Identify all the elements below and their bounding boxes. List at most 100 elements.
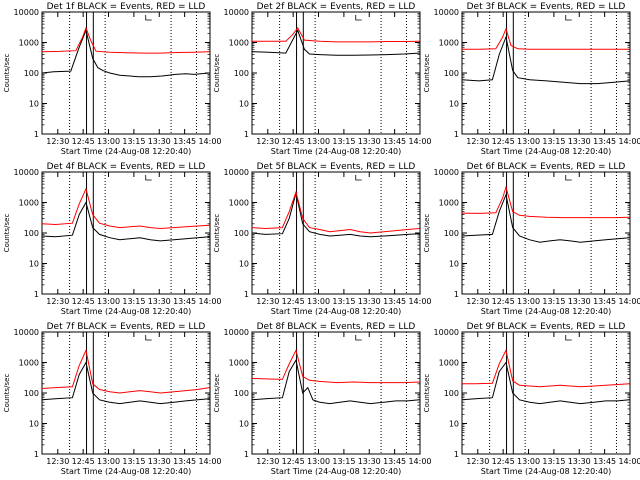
y-tick-label: 1 [34,450,39,459]
y-tick-label: 10 [449,420,459,429]
x-tick-label: 13:00 [97,137,120,146]
y-tick-label: 1000 [229,199,249,208]
detector-panel-8: 1 10 100 1000 10000 12:30 12:45 13:00 13:15 13:30… [213,322,432,476]
x-tick-label: 12:30 [46,297,69,306]
y-tick-label: 10 [29,420,39,429]
y-tick-label: 10000 [224,328,249,337]
y-axis-label: Counts/sec [213,374,221,413]
lld-series-line [462,27,630,50]
x-tick-label: 13:15 [122,297,145,306]
lld-series-line [461,185,630,219]
x-tick-label: 14:00 [408,457,431,466]
x-tick-label: 13:00 [307,137,330,146]
y-tick-label: 10000 [434,328,459,337]
events-series-line [251,193,420,238]
lld-series-line [41,26,210,54]
x-axis-label: Start Time (24-Aug-08 12:20:40) [481,467,612,476]
x-tick-label: 13:45 [173,297,196,306]
y-tick-label: 1000 [19,359,39,368]
y-tick-label: 10000 [224,168,249,177]
lld-series-line [41,187,210,230]
x-tick-label: 13:15 [332,457,355,466]
y-tick-label: 1 [244,450,249,459]
panel-title: Det 6f BLACK = Events, RED = LLD [467,162,626,172]
detector-panel-7: 1 10 100 1000 10000 12:30 12:45 13:00 13:15 13:30… [3,322,222,476]
y-axis-label: Counts/sec [213,54,221,93]
x-tick-label: 12:45 [282,457,305,466]
x-tick-label: 12:30 [46,457,69,466]
panel-title: Det 4f BLACK = Events, RED = LLD [47,162,206,172]
x-axis-label: Start Time (24-Aug-08 12:20:40) [481,147,612,156]
x-axis-label: Start Time (24-Aug-08 12:20:40) [271,307,402,316]
x-tick-label: 13:30 [358,457,381,466]
x-tick-label: 13:15 [542,297,565,306]
y-axis-label: Counts/sec [3,54,11,93]
y-tick-label: 1000 [19,199,39,208]
y-axis-label: Counts/sec [213,214,221,253]
x-tick-label: 12:45 [72,297,95,306]
detector-panel-5: 1 10 100 1000 10000 12:30 12:45 13:00 13:15 13:30… [213,162,432,316]
panel-title: Det 9f BLACK = Events, RED = LLD [467,322,626,332]
plot-frame [461,11,631,135]
x-tick-label: 13:30 [148,297,171,306]
y-tick-label: 10 [239,260,249,269]
y-tick-label: 10000 [434,8,459,17]
y-tick-label: 100 [24,229,39,238]
x-axis-label: Start Time (24-Aug-08 12:20:40) [271,467,402,476]
x-tick-label: 13:15 [332,137,355,146]
y-axis-label: Counts/sec [423,54,431,93]
corner-marker-icon [355,15,362,21]
events-series-line [461,35,630,85]
lld-series-line [252,26,420,43]
events-series-line [251,29,420,56]
corner-marker-icon [565,335,572,341]
events-series-line [41,201,210,242]
events-series-line [461,192,630,243]
y-tick-label: 1 [34,130,39,139]
y-tick-label: 100 [234,69,249,78]
x-tick-label: 12:30 [46,137,69,146]
y-tick-label: 1000 [19,39,39,48]
x-tick-label: 14:00 [618,457,640,466]
x-tick-label: 13:15 [542,457,565,466]
panel-title: Det 1f BLACK = Events, RED = LLD [47,2,206,12]
y-tick-label: 10000 [434,168,459,177]
x-axis-label: Start Time (24-Aug-08 12:20:40) [481,307,612,316]
x-tick-label: 14:00 [198,457,221,466]
y-axis-label: Counts/sec [423,214,431,253]
x-tick-label: 13:00 [517,297,540,306]
y-tick-label: 100 [24,69,39,78]
y-axis-label: Counts/sec [3,214,11,253]
x-tick-label: 12:45 [72,137,95,146]
x-tick-label: 12:45 [492,137,515,146]
lld-series-line [251,190,420,234]
x-axis-label: Start Time (24-Aug-08 12:20:40) [61,147,192,156]
x-tick-label: 13:30 [568,457,591,466]
x-tick-label: 13:00 [97,297,120,306]
x-tick-label: 12:30 [256,297,279,306]
x-tick-label: 13:30 [148,457,171,466]
y-axis-label: Counts/sec [423,374,431,413]
y-tick-label: 1 [244,130,249,139]
x-tick-label: 13:45 [593,297,616,306]
corner-marker-icon [565,15,572,21]
x-tick-label: 14:00 [618,297,640,306]
x-tick-label: 13:00 [97,457,120,466]
y-tick-label: 10000 [14,8,39,17]
events-series-line [41,28,210,78]
x-tick-label: 12:45 [282,137,305,146]
lld-series-line [251,348,420,384]
x-tick-label: 12:30 [466,297,489,306]
x-tick-label: 13:30 [358,137,381,146]
plot-frame [461,171,631,295]
lld-series-line [41,348,210,394]
x-tick-label: 13:45 [593,457,616,466]
plot-frame [41,331,211,455]
panel-title: Det 3f BLACK = Events, RED = LLD [467,2,626,12]
x-tick-label: 13:15 [542,137,565,146]
x-tick-label: 13:45 [383,457,406,466]
y-tick-label: 100 [234,229,249,238]
corner-marker-icon [355,335,362,341]
panel-title: Det 2f BLACK = Events, RED = LLD [257,2,416,12]
x-tick-label: 13:30 [358,297,381,306]
